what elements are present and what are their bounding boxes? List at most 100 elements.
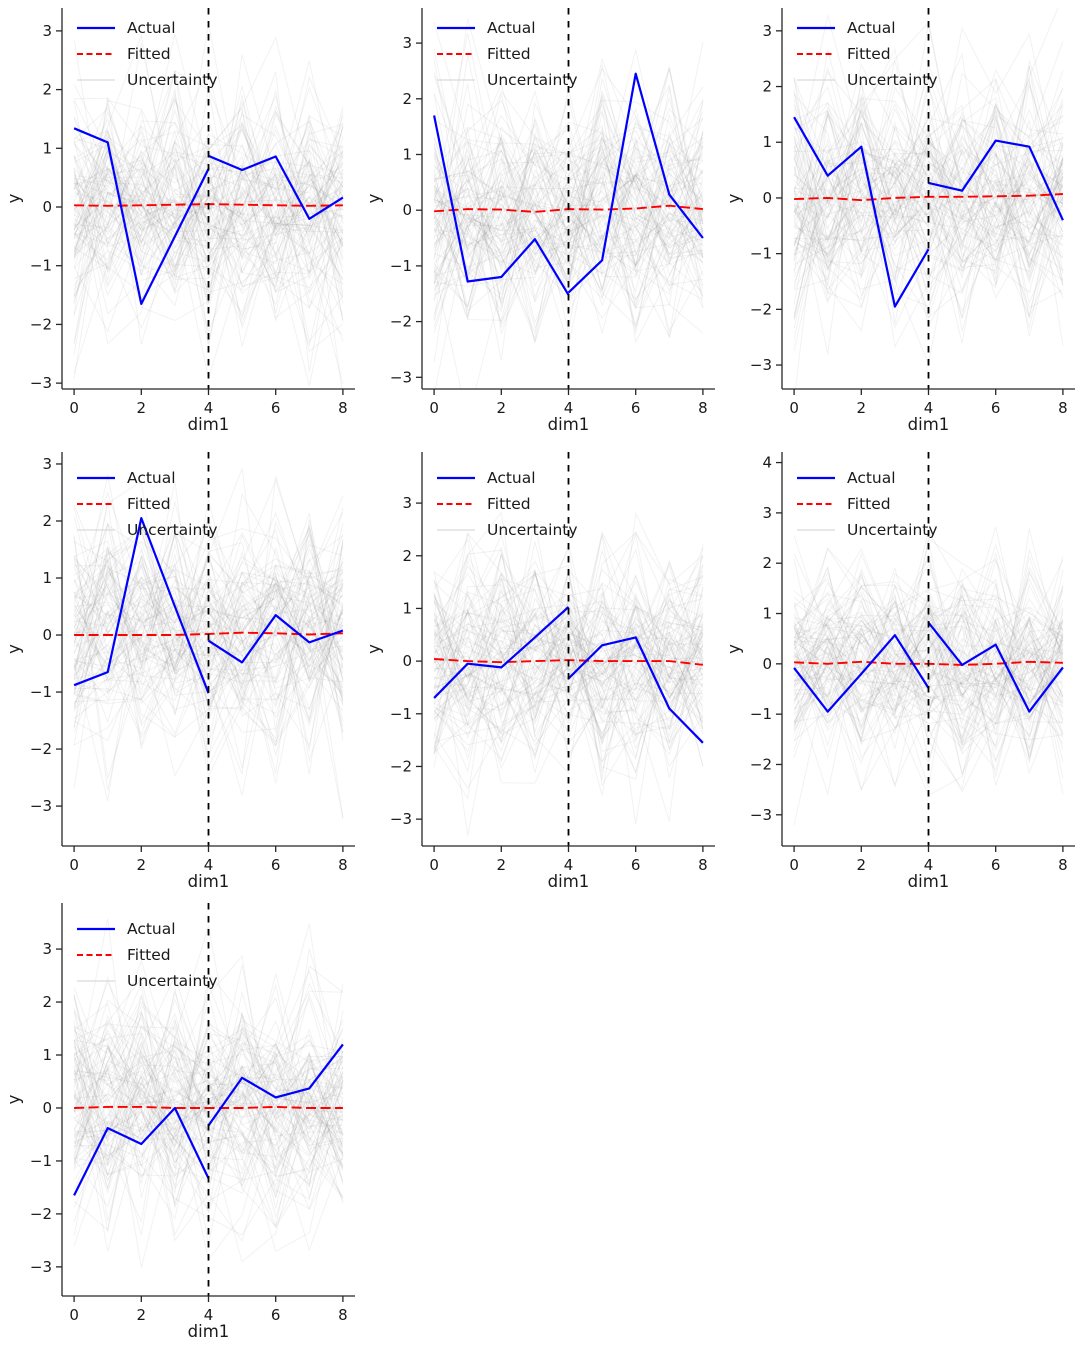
uncertainty-line [793,65,1064,282]
uncertainty-line [793,103,1064,320]
uncertainty-line [73,562,344,713]
x-tick-label: 2 [497,856,507,874]
y-tick-label: 3 [402,494,412,512]
y-tick-label: 3 [402,34,412,52]
uncertainty-line [73,559,344,711]
uncertainty-line [73,1043,344,1186]
uncertainty-line [73,1040,344,1177]
uncertainty-line [433,611,703,740]
uncertainty-line [793,617,1064,746]
uncertainty-line [433,151,703,259]
uncertainty-line [433,584,704,768]
uncertainty-line [793,622,1064,721]
y-tick-label: 3 [42,940,52,958]
y-tick-label: −1 [30,683,52,701]
uncertainty-line [793,563,1064,710]
y-tick-label: −1 [750,245,772,263]
uncertainty-line [74,569,344,746]
uncertainty-line [794,566,1064,746]
y-tick-label: 0 [42,198,52,216]
uncertainty-line [433,617,704,761]
uncertainty-line [433,108,704,303]
uncertainty-line [433,511,704,781]
legend: Actual Fitted Uncertainty [77,920,218,990]
uncertainty-line [73,1004,344,1175]
uncertainty-line [73,511,344,667]
uncertainty-line [433,146,704,313]
uncertainty-line [793,658,1064,729]
uncertainty-line [433,578,704,723]
uncertainty-line [793,79,1064,275]
uncertainty-line [793,89,1064,262]
x-tick-label: 8 [1058,399,1068,417]
legend: Actual Fitted Uncertainty [77,469,218,539]
uncertainty-line [793,584,1064,789]
uncertainty-line [73,994,344,1156]
uncertainty-line [793,152,1064,305]
uncertainty-line [433,604,704,715]
uncertainty-line [73,981,343,1206]
x-tick-label: 6 [271,399,281,417]
uncertainty-line [793,590,1064,707]
uncertainty-line [73,525,344,671]
uncertainty-line [793,558,1064,716]
uncertainty-lines [433,18,704,389]
uncertainty-line [73,113,344,275]
uncertainty-line [73,548,344,669]
uncertainty-line [73,1052,344,1200]
uncertainty-line [793,110,1064,332]
uncertainty-line [73,542,344,747]
legend-uncertainty-label: Uncertainty [487,71,578,89]
uncertainty-line [793,94,1064,273]
uncertainty-line [73,1008,344,1187]
uncertainty-line [73,119,344,252]
x-axis-label: dim1 [548,415,590,434]
uncertainty-line [73,1113,344,1202]
uncertainty-line [73,998,343,1219]
uncertainty-line [73,132,343,314]
uncertainty-line [793,15,1064,243]
uncertainty-line [793,119,1064,271]
x-tick-label: 0 [789,399,799,417]
uncertainty-line [793,622,1064,744]
y-axis-label: y [725,193,744,203]
x-tick-label: 4 [204,1306,214,1324]
uncertainty-line [793,73,1064,243]
y-tick-label: 1 [42,139,52,157]
uncertainty-line [74,97,344,345]
uncertainty-line [793,578,1064,687]
legend-fitted-label: Fitted [847,495,891,513]
y-tick-label: 0 [402,201,412,219]
uncertainty-line [73,527,344,750]
uncertainty-line [73,531,344,625]
x-tick-label: 8 [338,399,348,417]
uncertainty-line [74,1046,344,1228]
uncertainty-line [73,124,344,236]
uncertainty-line [73,144,343,279]
uncertainty-line [433,131,704,295]
legend-actual-label: Actual [127,920,176,938]
uncertainty-line [793,548,1064,744]
uncertainty-line [434,592,704,796]
uncertainty-line [793,114,1064,265]
plot-area [433,18,704,389]
x-tick-label: 8 [338,856,348,874]
x-tick-label: 8 [698,399,708,417]
legend-uncertainty-label: Uncertainty [127,972,218,990]
uncertainty-line [73,533,344,712]
uncertainty-line [433,629,704,748]
x-tick-label: 6 [271,1306,281,1324]
uncertainty-line [73,36,344,260]
y-tick-label: 2 [762,554,772,572]
y-tick-label: 1 [42,1046,52,1064]
uncertainty-line [433,650,704,756]
legend-uncertainty-label: Uncertainty [127,521,218,539]
y-tick-label: −3 [390,810,412,828]
uncertainty-line [793,148,1064,295]
actual-forecast-line [207,1043,344,1127]
uncertainty-line [433,72,704,304]
uncertainty-line [433,661,704,743]
legend: Actual Fitted Uncertainty [437,19,578,89]
uncertainty-line [73,125,344,343]
uncertainty-line [433,130,704,278]
